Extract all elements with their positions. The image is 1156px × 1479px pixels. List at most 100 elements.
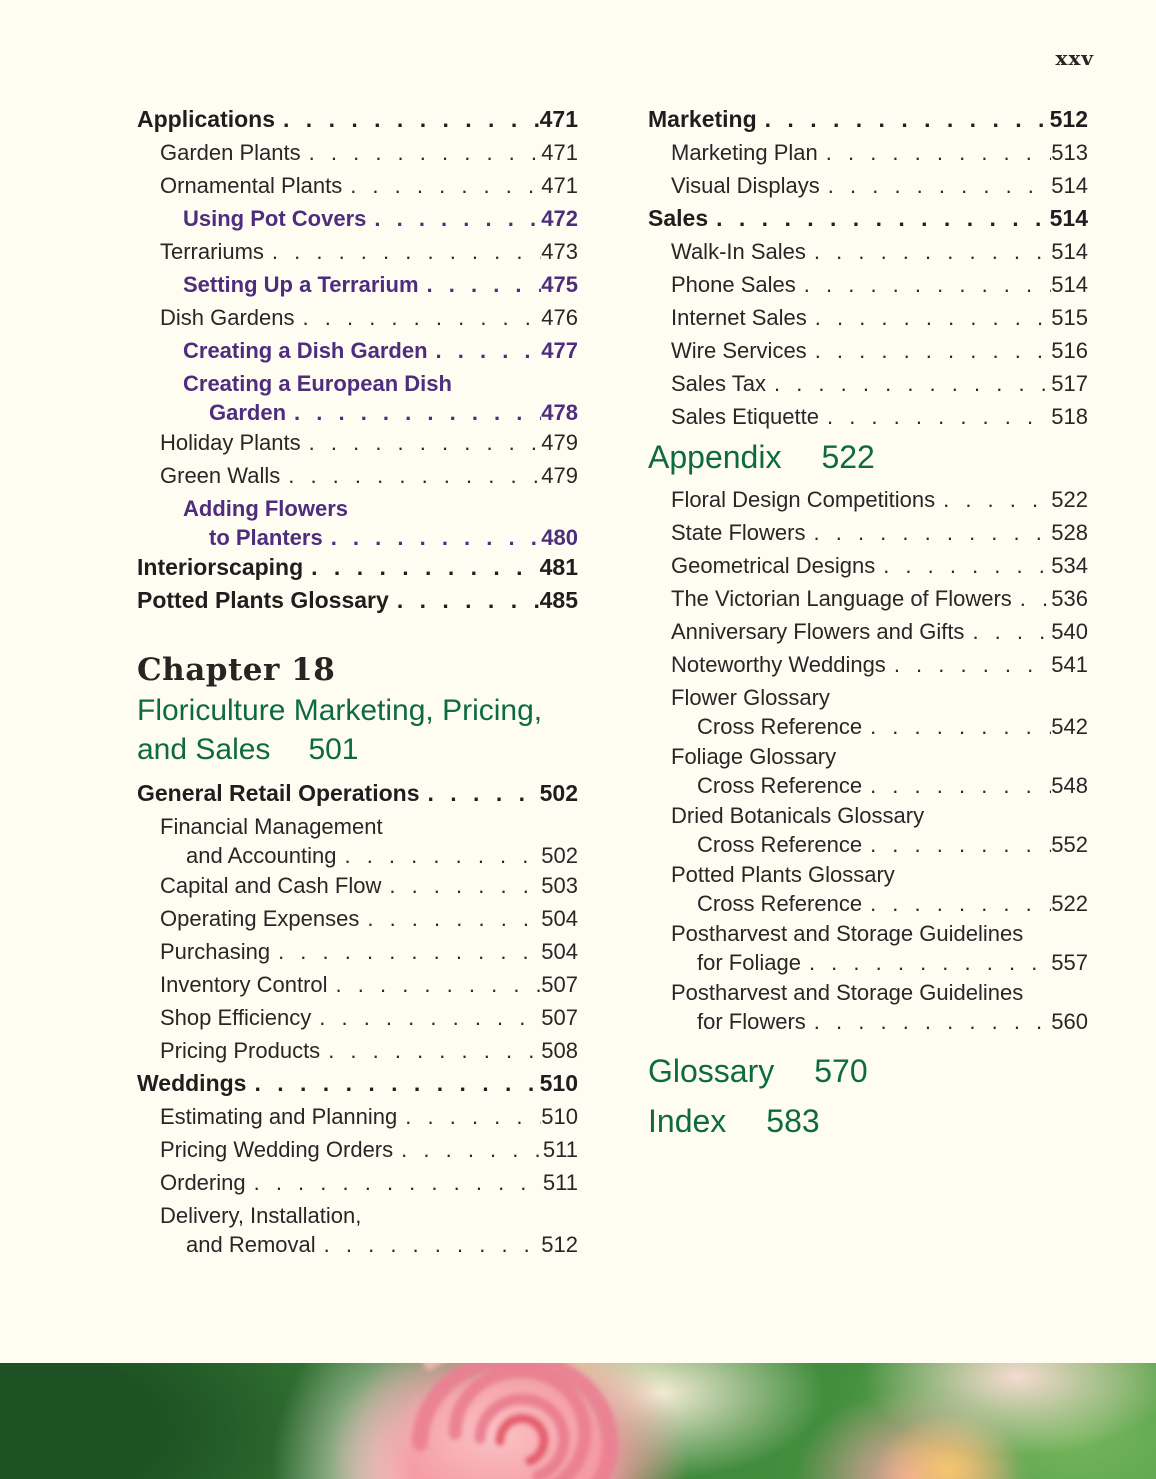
entry-label: Weddings [137,1070,247,1096]
toc-entry: Internet Sales 515 [648,301,1088,334]
entry-label: Visual Displays [671,173,820,198]
entry-row: Shop Efficiency 507 [160,1001,578,1034]
page-number: 504 [541,939,578,964]
toc-right-entries: Marketing 512 Marketing Plan 513 Visual Disp… [648,103,1088,433]
entry-row: Using Pot Covers 472 [183,202,578,235]
toc-entry: Holiday Plants 479 [137,426,578,459]
entry-label: Holiday Plants [160,430,301,455]
toc-entry: Pricing Wedding Orders 511 [137,1133,578,1166]
page-number: 507 [541,1005,578,1030]
entry-row: Operating Expenses 504 [160,902,578,935]
entry-row: Anniversary Flowers and Gifts 540 [671,615,1088,648]
entry-row: Wire Services 516 [671,334,1088,367]
page-number: 513 [1051,140,1088,165]
entry-row: Geometrical Designs 534 [671,549,1088,582]
dot-leader [814,235,1051,268]
entry-label: Postharvest and Storage Guidelines [671,980,1024,1005]
page-number: 557 [1051,950,1088,975]
entry-row: Walk-In Sales 514 [671,235,1088,268]
entry-row: Sales Etiquette 518 [671,400,1088,433]
entry-label: Sales Etiquette [671,404,819,429]
page-number: 522 [1051,487,1088,512]
entry-row: Holiday Plants 479 [160,426,578,459]
toc-entry: Flower Glossary Cross Reference 542 [648,681,1088,740]
dot-leader [972,615,1051,648]
entry-continuation-row: and Accounting 502 [160,843,578,869]
dot-leader [814,516,1052,549]
dot-leader [311,551,539,584]
index-heading: Index 583 [648,1099,1088,1143]
dot-leader [350,169,541,202]
entry-continuation-row: and Removal 512 [160,1232,578,1258]
dot-leader [405,1100,541,1133]
toc-entry: Wire Services 516 [648,334,1088,367]
page-number: 514 [1051,272,1088,297]
entry-label: Applications [137,106,276,132]
page-number: 516 [1051,338,1088,363]
toc-entry: Postharvest and Storage Guidelines for Fo… [648,917,1088,976]
dot-leader [828,169,1052,202]
dot-leader [309,426,542,459]
dot-leader [294,400,541,426]
chapter-kicker: Chapter 18 [137,652,336,688]
entry-row: Sales Tax 517 [671,367,1088,400]
entry-row: Applications 471 [137,103,578,136]
dot-leader [870,891,1051,917]
page-number: 473 [541,239,578,264]
dot-leader [374,202,541,235]
page-number: 471 [539,106,578,132]
chapter-title-line1: Floriculture Marketing, Pricing, [137,694,543,727]
entry-label: Creating a European Dish [183,371,452,396]
page-number: 476 [541,305,578,330]
entry-row: Visual Displays 514 [671,169,1088,202]
toc-entry: Capital and Cash Flow 503 [137,869,578,902]
toc-entry: Dried Botanicals Glossary Cross Reference… [648,799,1088,858]
entry-label: Green Walls [160,463,281,488]
dot-leader [427,777,539,810]
toc-entry: Terrariums 473 [137,235,578,268]
entry-label: Sales Tax [671,371,766,396]
dot-leader [814,1009,1051,1035]
entry-row: Estimating and Planning 510 [160,1100,578,1133]
toc-entry: Inventory Control 507 [137,968,578,1001]
entry-label: Setting Up a Terrarium [183,272,419,297]
dot-leader [389,869,541,902]
page-number: 471 [541,140,578,165]
chapter-title-text: and Sales [137,733,271,766]
dot-leader [254,1166,543,1199]
toc-entry: The Victorian Language of Flowers 536 [648,582,1088,615]
page-number: 475 [541,272,578,297]
page-number: 534 [1051,553,1088,578]
dot-leader [328,1034,541,1067]
footer-flower-photo [0,1363,1156,1479]
toc-entry: Creating a European Dish Garden 478 [137,367,578,426]
entry-row: Pricing Wedding Orders 511 [160,1133,578,1166]
glossary-heading: Glossary 570 [648,1049,1088,1093]
entry-row: Green Walls 479 [160,459,578,492]
dot-leader [870,773,1051,799]
entry-row: Inventory Control 507 [160,968,578,1001]
entry-row: Terrariums 473 [160,235,578,268]
entry-continuation-row: Garden 478 [183,400,578,426]
entry-label: Using Pot Covers [183,206,367,231]
entry-label: Dried Botanicals Glossary [671,803,925,828]
dot-leader [894,648,1051,681]
page-number: 471 [541,173,578,198]
page-number: 504 [541,906,578,931]
page-number: 514 [1051,239,1088,264]
entry-label: for Foliage [697,950,801,975]
page-number: 514 [1049,205,1088,231]
page-number: 548 [1051,773,1088,798]
dot-leader [331,525,542,551]
entry-label: Dish Gardens [160,305,295,330]
entry-row: Pricing Products 508 [160,1034,578,1067]
chapter-title-line2: and Sales 501 [137,730,578,769]
entry-label: Estimating and Planning [160,1104,398,1129]
entry-row: Dish Gardens 476 [160,301,578,334]
toc-entry: Marketing 512 [648,103,1088,136]
entry-label: Delivery, Installation, [160,1203,362,1228]
entry-label: Noteworthy Weddings [671,652,886,677]
dot-leader [870,714,1051,740]
chapter-page-number: 501 [308,733,359,766]
